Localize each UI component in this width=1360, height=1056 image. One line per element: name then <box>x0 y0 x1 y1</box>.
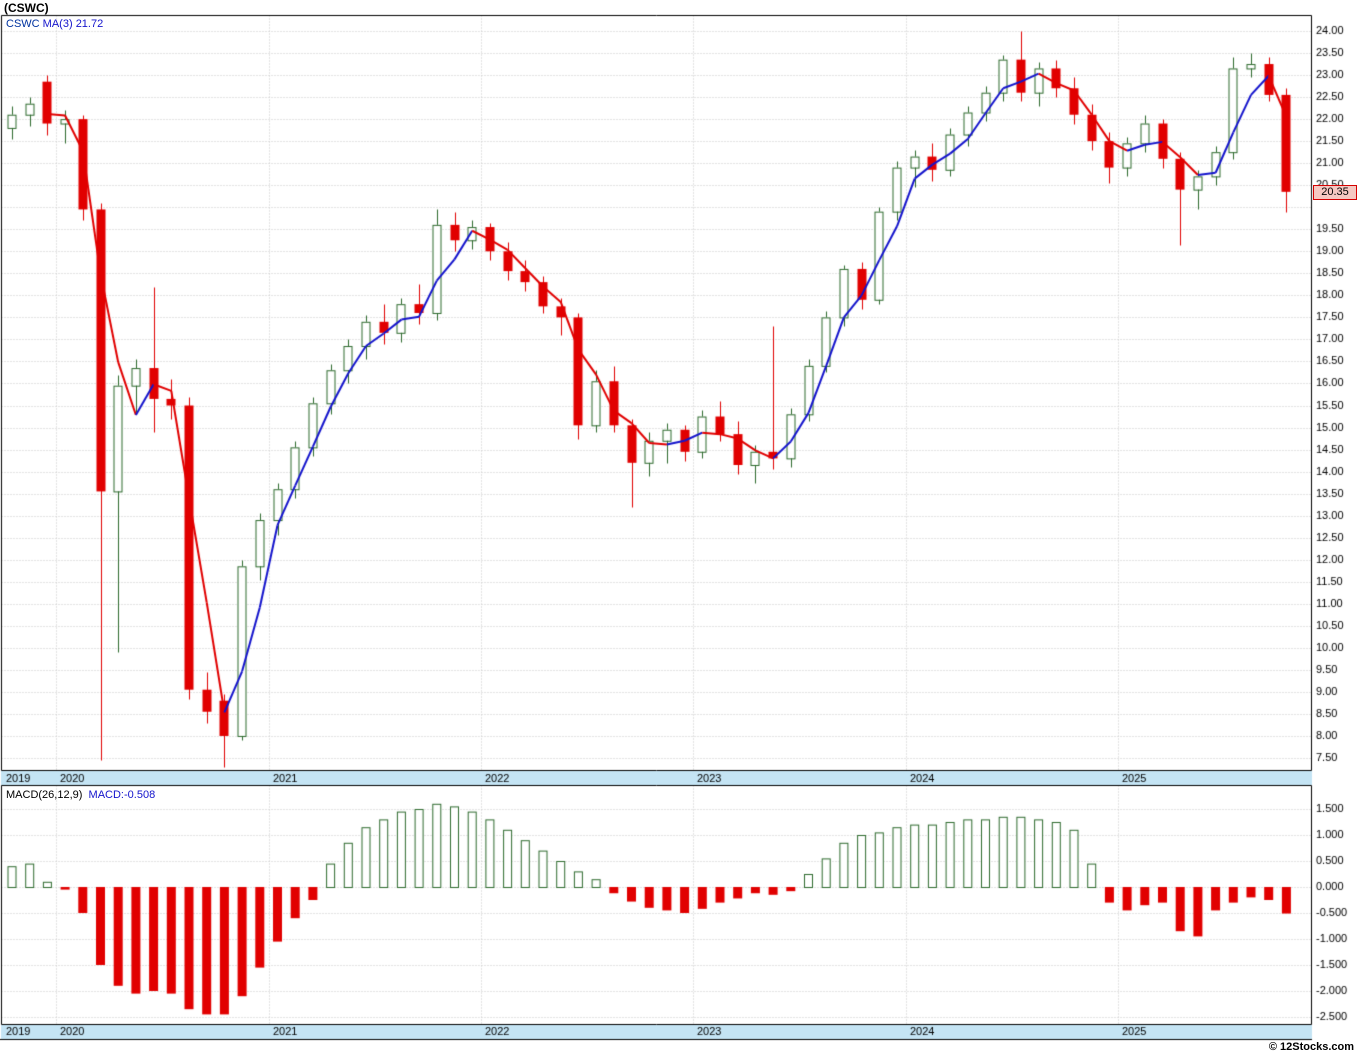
macd-legend: MACD(26,12,9) MACD:-0.508 <box>6 789 155 801</box>
symbol-label: CSWC <box>6 18 40 30</box>
copyright-label: © 12Stocks.com <box>1268 1041 1354 1053</box>
macd-params-label: MACD(26,12,9) <box>6 789 83 801</box>
last-price-box: 20.35 <box>1313 185 1357 200</box>
ma-label: MA(3) <box>42 18 73 30</box>
ma-value: 21.72 <box>75 18 104 30</box>
macd-value-label: MACD:-0.508 <box>88 789 156 801</box>
page-title: (CSWC) <box>4 1 49 15</box>
price-legend: CSWC MA(3) 21.72 <box>6 18 103 30</box>
